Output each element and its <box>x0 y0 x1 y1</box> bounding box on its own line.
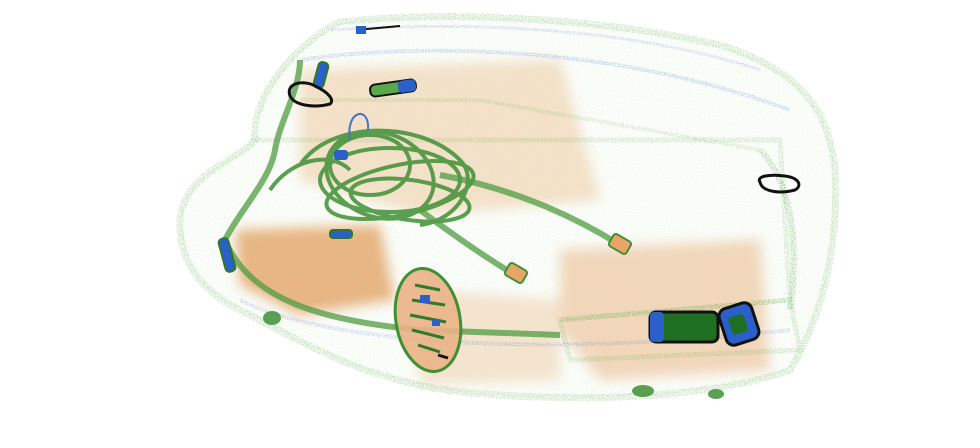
ring-clips <box>287 25 801 194</box>
bag-outline <box>176 13 840 402</box>
batteries <box>648 301 761 347</box>
circuit-board <box>393 266 463 374</box>
cable-tangle <box>268 113 476 227</box>
small-cylinders <box>217 61 417 273</box>
bag-feet <box>263 311 724 399</box>
cable-plugs <box>503 233 633 284</box>
